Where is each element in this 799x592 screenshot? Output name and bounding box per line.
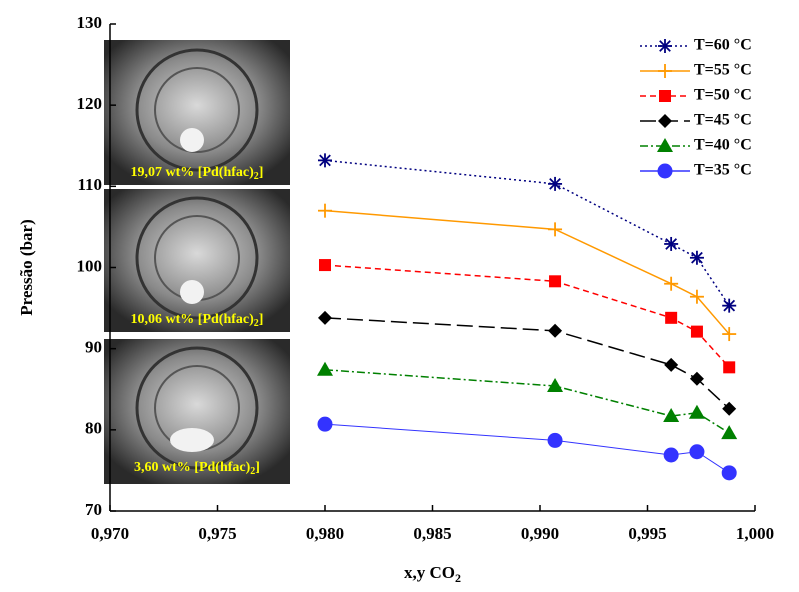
x-tick-label: 0,990 <box>521 524 559 543</box>
marker-shape <box>658 164 673 179</box>
marker <box>722 465 737 480</box>
marker-shape <box>659 90 671 102</box>
legend-label: T=50 °C <box>694 87 752 104</box>
annotation: 10,06 wt% [Pd(hfac)2] <box>131 312 264 329</box>
marker-shape <box>319 259 331 271</box>
annotation-suffix: ] <box>259 312 264 327</box>
y-tick-label: 70 <box>85 500 102 519</box>
annotation: 3,60 wt% [Pd(hfac)2] <box>134 460 260 477</box>
marker <box>658 64 672 78</box>
marker-shape <box>549 275 561 287</box>
marker <box>723 361 735 373</box>
x-tick-label: 0,980 <box>306 524 344 543</box>
marker <box>548 177 562 191</box>
x-tick-label: 1,000 <box>736 524 774 543</box>
y-tick-label: 90 <box>85 338 102 357</box>
photo <box>104 189 290 332</box>
annotation: 19,07 wt% [Pd(hfac)2] <box>131 165 264 182</box>
marker <box>548 324 562 338</box>
marker-shape <box>722 465 737 480</box>
marker-shape <box>548 324 562 338</box>
marker <box>317 362 333 376</box>
marker <box>318 417 333 432</box>
marker <box>664 237 678 251</box>
marker <box>658 39 672 53</box>
marker <box>722 402 736 416</box>
y-axis-title: Pressão (bar) <box>17 219 36 315</box>
y-tick-label: 110 <box>77 175 102 194</box>
marker-shape <box>665 312 677 324</box>
marker-shape <box>722 402 736 416</box>
y-tick-label: 130 <box>77 13 103 32</box>
marker <box>665 312 677 324</box>
y-tick-label: 120 <box>77 94 103 113</box>
y-tick-label: 100 <box>77 256 103 275</box>
marker-shape <box>318 417 333 432</box>
legend-label: T=60 °C <box>694 37 752 54</box>
annotation-suffix: ] <box>255 460 260 475</box>
marker <box>319 259 331 271</box>
series-line <box>325 370 729 433</box>
marker <box>318 204 332 218</box>
x-tick-label: 0,975 <box>198 524 236 543</box>
x-tick-label: 0,970 <box>91 524 129 543</box>
legend-label: T=40 °C <box>694 137 752 154</box>
marker-shape <box>689 444 704 459</box>
marker-shape <box>691 326 703 338</box>
marker <box>664 277 678 291</box>
marker <box>691 326 703 338</box>
marker-shape <box>548 433 563 448</box>
marker-shape <box>664 447 679 462</box>
marker <box>722 299 736 313</box>
marker <box>664 447 679 462</box>
marker-shape <box>721 425 737 439</box>
marker <box>659 90 671 102</box>
marker-shape <box>317 362 333 376</box>
photo <box>104 40 290 185</box>
marker <box>690 251 704 265</box>
marker-shape <box>657 138 673 152</box>
marker <box>689 405 705 419</box>
y-tick-label: 80 <box>85 419 102 438</box>
marker-shape <box>664 358 678 372</box>
marker <box>658 164 673 179</box>
marker-shape <box>658 114 672 128</box>
legend-label: T=45 °C <box>694 112 752 129</box>
x-axis-title-sub: 2 <box>455 571 461 585</box>
marker <box>318 153 332 167</box>
marker <box>318 311 332 325</box>
marker <box>657 138 673 152</box>
marker <box>658 114 672 128</box>
annotation-text: 19,07 wt% [Pd(hfac) <box>131 165 255 180</box>
marker <box>549 275 561 287</box>
photos <box>104 40 290 484</box>
marker <box>664 358 678 372</box>
x-tick-label: 0,985 <box>413 524 451 543</box>
marker-shape <box>723 361 735 373</box>
marker-shape <box>318 311 332 325</box>
x-tick-label: 0,995 <box>628 524 666 543</box>
annotation-text: 10,06 wt% [Pd(hfac) <box>131 312 255 327</box>
legend-label: T=35 °C <box>694 162 752 179</box>
marker-shape <box>689 405 705 419</box>
marker <box>689 444 704 459</box>
legend: T=60 °C T=55 °C T=50 °C T=45 °C T=40 °C T=35 … <box>640 37 752 179</box>
marker <box>548 433 563 448</box>
marker <box>548 222 562 236</box>
marker <box>721 425 737 439</box>
x-axis-title-text: x,y CO <box>404 563 455 582</box>
x-axis-title: x,y CO2 <box>404 563 461 585</box>
annotation-suffix: ] <box>259 165 264 180</box>
annotation-text: 3,60 wt% [Pd(hfac) <box>134 460 251 475</box>
legend-label: T=55 °C <box>694 62 752 79</box>
chart: 70 80 90 100 110 120 130 0,970 0,975 0,980 0,985 0,… <box>0 0 799 592</box>
